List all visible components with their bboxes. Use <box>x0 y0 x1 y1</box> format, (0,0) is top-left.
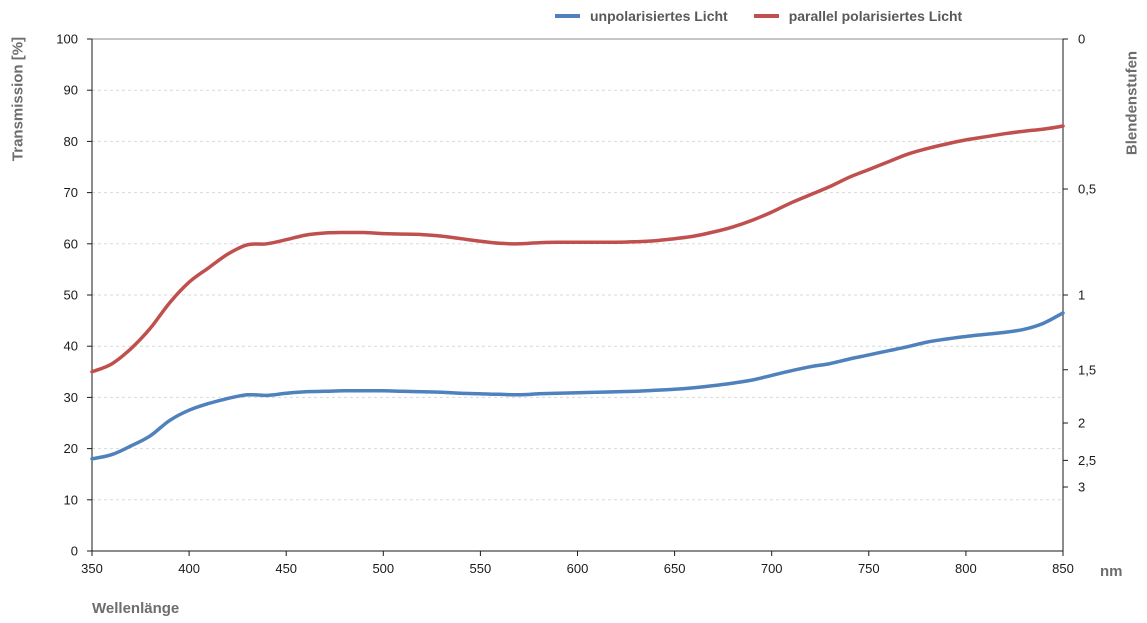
y-tick-label: 80 <box>64 134 78 149</box>
y2-tick-label: 0,5 <box>1078 182 1096 197</box>
y2-tick-label: 1 <box>1078 288 1085 303</box>
x-axis-title: Wellenlänge <box>92 600 180 617</box>
y-tick-label: 90 <box>64 83 78 98</box>
legend-label-unpolarized: unpolarisiertes Licht <box>590 8 728 24</box>
x-tick-label: 850 <box>1052 561 1074 576</box>
y-tick-label: 60 <box>64 236 78 251</box>
series-line-unpolarized <box>90 311 1065 461</box>
legend-swatch-unpolarized <box>555 14 580 18</box>
y-tick-label: 50 <box>64 288 78 303</box>
legend-item-parallel: parallel polarisiertes Licht <box>753 8 963 24</box>
y-tick-label: 30 <box>64 390 78 405</box>
y-tick-label: 40 <box>64 339 78 354</box>
y-tick-label: 20 <box>64 441 78 456</box>
series-line-parallel <box>90 124 1065 374</box>
legend-item-unpolarized: unpolarisiertes Licht <box>555 8 728 24</box>
x-axis-unit: nm <box>1100 563 1123 580</box>
legend-label-parallel: parallel polarisiertes Licht <box>788 8 963 24</box>
x-tick-label: 650 <box>664 561 686 576</box>
y2-tick-label: 1,5 <box>1078 362 1096 377</box>
legend-swatch-parallel <box>753 14 779 18</box>
x-tick-label: 750 <box>858 561 880 576</box>
y2-tick-label: 3 <box>1078 480 1085 495</box>
y-tick-label: 10 <box>64 492 78 507</box>
x-tick-label: 550 <box>470 561 492 576</box>
x-tick-label: 350 <box>81 561 103 576</box>
y2-tick-label: 2 <box>1078 416 1085 431</box>
chart-legend: unpolarisiertes Licht parallel polarisie… <box>555 8 962 24</box>
y2-tick-label: 2,5 <box>1078 453 1096 468</box>
y2-axis-title: Blendenstufen <box>1123 50 1141 156</box>
y2-tick-label: 0 <box>1078 32 1085 47</box>
x-tick-label: 400 <box>178 561 200 576</box>
x-tick-label: 500 <box>372 561 394 576</box>
y-tick-label: 0 <box>71 544 78 559</box>
y-tick-label: 70 <box>64 185 78 200</box>
y-tick-label: 100 <box>56 32 78 47</box>
x-tick-label: 600 <box>567 561 589 576</box>
y-axis-title: Transmission [%] <box>9 36 27 162</box>
x-tick-label: 450 <box>275 561 297 576</box>
x-tick-label: 700 <box>761 561 783 576</box>
x-tick-label: 800 <box>955 561 977 576</box>
